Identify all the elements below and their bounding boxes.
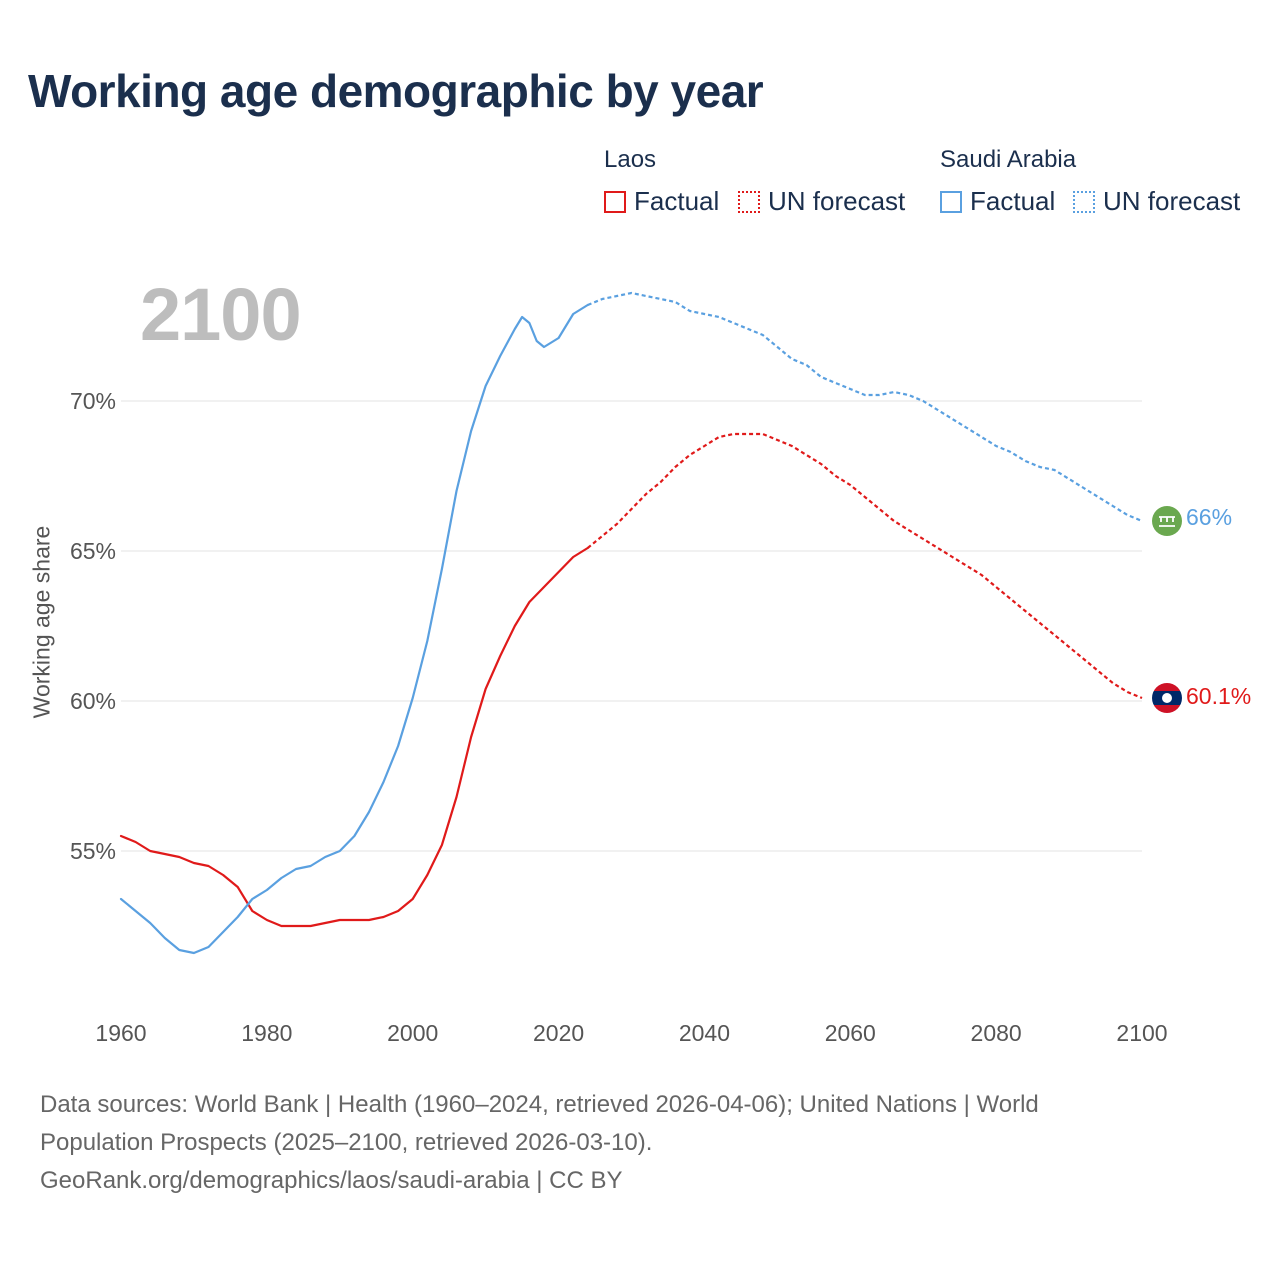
series-line-saudi-arabia-factual <box>119 303 589 955</box>
chart-title: Working age demographic by year <box>28 65 764 117</box>
legend-label: Factual <box>970 186 1056 216</box>
y-tick-label: 60% <box>70 688 116 714</box>
legend-label: UN forecast <box>768 186 906 216</box>
source-line: Population Prospects (2025–2100, retriev… <box>40 1129 653 1156</box>
legend-saudi-factual[interactable]: Factual <box>940 186 1055 217</box>
source-link[interactable]: GeoRank.org/demographics/laos/saudi-arab… <box>40 1167 623 1194</box>
legend-label: UN forecast <box>1103 186 1241 216</box>
year-overlay: 2100 <box>140 273 302 356</box>
saudi-arabia-flag-icon <box>1152 506 1182 536</box>
x-tick-label: 2080 <box>971 1020 1022 1046</box>
legend-swatch-solid-icon <box>604 190 626 213</box>
x-tick-label: 2060 <box>825 1020 876 1046</box>
laos-flag-icon <box>1152 683 1182 713</box>
series-line-laos-factual <box>119 546 589 928</box>
source-line: Data sources: World Bank | Health (1960–… <box>40 1091 1039 1118</box>
y-tick-label: 70% <box>70 388 116 414</box>
legend-swatch-dotted-icon <box>1073 190 1095 213</box>
legend-group-laos: Laos <box>604 146 657 173</box>
x-tick-label: 2100 <box>1116 1020 1167 1046</box>
legend-laos-factual[interactable]: Factual <box>604 186 719 217</box>
x-tick-label: 2020 <box>533 1020 584 1046</box>
legend-group-saudi-arabia: Saudi Arabia <box>940 146 1077 173</box>
x-tick-label: 2000 <box>387 1020 438 1046</box>
x-tick-label: 1960 <box>95 1020 146 1046</box>
end-label-laos: 60.1% <box>1186 683 1252 709</box>
source-note: Data sources: World Bank | Health (1960–… <box>40 1086 1240 1200</box>
y-tick-label: 55% <box>70 838 116 864</box>
x-tick-label: 1980 <box>241 1020 292 1046</box>
legend-saudi-forecast[interactable]: UN forecast <box>1073 186 1240 217</box>
y-tick-label: 65% <box>70 538 116 564</box>
end-label-saudi-arabia: 66% <box>1186 504 1233 530</box>
legend-label: Factual <box>634 186 720 216</box>
legend-laos-forecast[interactable]: UN forecast <box>738 186 905 217</box>
legend-swatch-solid-icon <box>940 190 962 213</box>
x-tick-label: 2040 <box>679 1020 730 1046</box>
legend-swatch-dotted-icon <box>738 190 760 213</box>
series-line-saudi-arabia-forecast <box>587 291 1143 523</box>
series-line-laos-forecast <box>587 432 1143 700</box>
